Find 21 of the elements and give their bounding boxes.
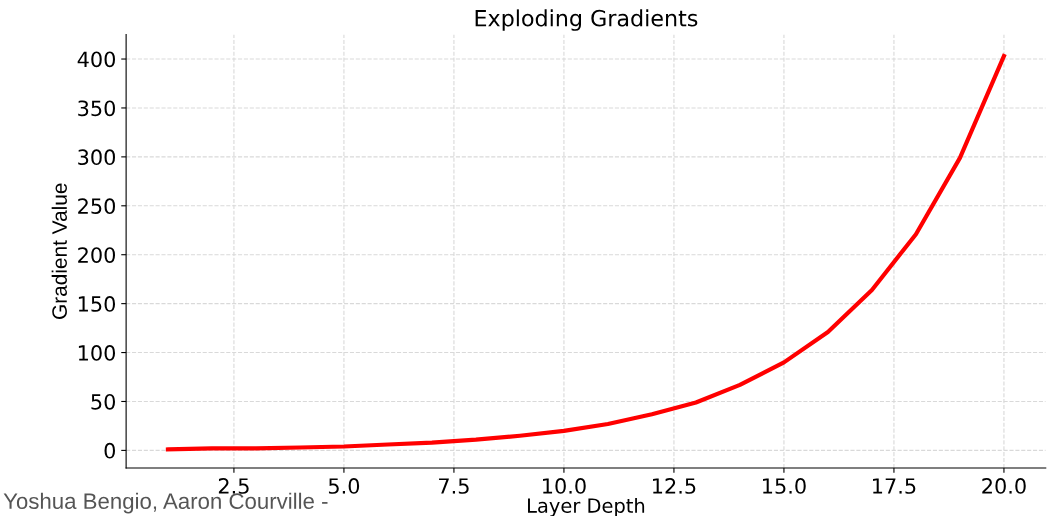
y-tick-label: 250 [78,198,116,215]
y-tick-label: 150 [78,296,116,312]
y-tick-label: 0 [104,442,116,459]
x-tick-label: 10.0 [543,478,586,494]
x-tick-label: 17.5 [873,478,916,494]
x-tick-label: 15.0 [763,478,806,494]
chart-title: Exploding Gradients [475,9,698,31]
line-series [165,54,1007,452]
y-tick-label: 100 [78,345,116,361]
y-tick-label: 350 [78,100,116,117]
y-tick-label: 300 [78,149,116,166]
x-tick-label: 5.0 [328,478,360,494]
x-tick-label: 12.5 [653,478,696,494]
y-tick-label: 200 [78,247,116,263]
x-axis-title: Layer Depth [528,497,645,516]
y-tick-label: 400 [77,51,116,68]
x-tick-label: 7.5 [439,478,469,494]
x-tick-label: 2.5 [218,478,249,494]
y-tick-label: 50 [91,393,116,410]
y-axis-title: Gradient Value [51,183,67,319]
x-tick-label: 20.0 [982,478,1026,494]
